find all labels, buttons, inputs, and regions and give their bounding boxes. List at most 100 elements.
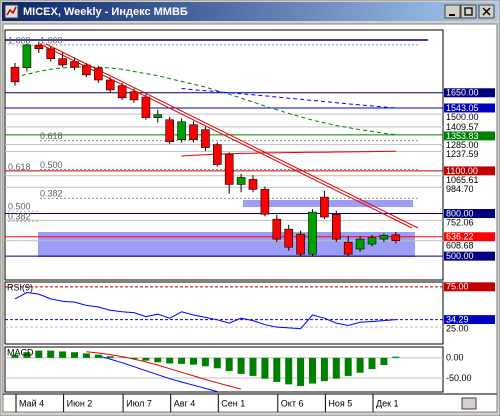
x-tick-label: Ноя 5 <box>328 398 352 408</box>
y-tick-label: 984.70 <box>446 184 474 194</box>
series-line <box>181 88 396 109</box>
y-tick-label: 800.00 <box>446 208 474 218</box>
y-tick-label: 636.22 <box>446 232 474 242</box>
y-tick-label: 500.00 <box>446 251 474 261</box>
macd-panel <box>4 346 444 393</box>
level-label-bg <box>444 373 495 383</box>
histogram-bar <box>142 357 150 361</box>
level-label-bg <box>444 353 495 363</box>
candle-body <box>34 44 44 50</box>
fib-label: 1.000 <box>8 35 31 45</box>
level-label-bg <box>444 112 495 122</box>
x-tick-label: Окт 6 <box>281 398 304 408</box>
level-label-bg <box>444 166 495 176</box>
candle-body <box>236 177 246 185</box>
candle-body <box>201 129 210 148</box>
candle-body <box>355 238 365 250</box>
candle-body <box>177 121 186 140</box>
candle-body <box>189 124 198 140</box>
candle-body <box>153 114 163 118</box>
histogram-bar <box>309 357 316 384</box>
maximize-button[interactable] <box>460 4 477 19</box>
level-label-bg <box>444 103 495 113</box>
histogram-bar <box>320 357 328 382</box>
candle-body <box>284 228 294 248</box>
candle-body <box>248 179 258 190</box>
histogram-bar <box>59 351 67 358</box>
histogram-bar <box>356 357 364 373</box>
y-tick-label: 1237.59 <box>446 149 479 159</box>
level-label-bg <box>444 149 495 159</box>
level-label-bg <box>444 175 495 185</box>
window-buttons[interactable] <box>444 4 495 19</box>
x-tick-label: Сен 1 <box>221 398 245 408</box>
y-tick-label: 0.00 <box>446 353 464 363</box>
level-label-bg <box>444 88 495 98</box>
candle-body <box>260 189 270 215</box>
histogram-bar <box>166 357 174 364</box>
histogram-bar <box>225 357 233 372</box>
histogram-bar <box>35 350 43 358</box>
x-tick-label: Июн 2 <box>67 398 93 408</box>
trend-line <box>45 43 419 229</box>
x-tick-label: Июл 7 <box>126 398 152 408</box>
y-tick-label: 1065.61 <box>446 175 479 185</box>
histogram-bar <box>273 357 281 382</box>
histogram-bar <box>368 357 376 370</box>
candle-body <box>320 196 329 218</box>
series-line <box>14 291 396 330</box>
fib-label: 0.618 <box>8 162 31 172</box>
y-tick-label: 752.06 <box>446 217 474 227</box>
candle-body <box>224 154 234 185</box>
histogram-bar <box>130 357 138 360</box>
level-label-bg <box>444 131 495 141</box>
level-label-bg <box>444 122 495 132</box>
x-tick-label: Май 4 <box>19 398 44 408</box>
histogram-bar <box>332 357 340 379</box>
candle-body <box>331 213 341 240</box>
candle-body <box>58 58 67 66</box>
candle-body <box>367 237 377 245</box>
level-label-bg <box>444 241 495 251</box>
candle-body <box>213 144 222 165</box>
histogram-bar <box>106 356 114 358</box>
y-tick-label: 1409.57 <box>446 122 479 132</box>
fib-label: 0.618 <box>40 131 63 141</box>
y-tick-label: 1650.00 <box>446 88 479 98</box>
fib-label: 0.382 <box>8 212 31 222</box>
level-label-bg <box>444 315 495 325</box>
y-tick-label: 25.00 <box>446 323 469 333</box>
histogram-bar <box>261 357 269 379</box>
histogram-bar <box>285 357 293 385</box>
level-label-bg <box>444 140 495 150</box>
histogram-bar <box>94 354 102 358</box>
candle-body <box>105 79 115 91</box>
candle-body <box>308 211 317 255</box>
level-label-bg <box>444 324 495 334</box>
candle-body <box>141 96 151 118</box>
fib-label: 1.000 <box>40 35 63 45</box>
title-bar <box>2 2 498 21</box>
y-tick-label: -50.00 <box>446 373 472 383</box>
panel-title: MACD <box>7 347 34 357</box>
x-tick-label: Дек 1 <box>376 398 399 408</box>
window-icon-glyph <box>6 6 17 16</box>
candle-body <box>272 218 282 240</box>
histogram-bar <box>23 352 31 358</box>
histogram-bar <box>178 357 186 364</box>
level-label-bg <box>444 218 495 228</box>
window-title: MICEX, Weekly - Индекс ММВБ <box>23 6 188 18</box>
candle-body <box>379 234 389 240</box>
y-tick-label: 34.29 <box>446 314 469 324</box>
level-label-bg <box>444 282 495 292</box>
y-tick-label: 1500.00 <box>446 112 479 122</box>
level-label-bg <box>444 251 495 261</box>
candle-body <box>343 241 353 255</box>
y-tick-label: 608.68 <box>446 241 474 251</box>
histogram-bar <box>297 357 305 386</box>
y-tick-label: 1353.83 <box>446 131 479 141</box>
fib-label: 0.500 <box>40 160 63 170</box>
minimize-button[interactable] <box>444 4 461 19</box>
candle-body <box>82 64 91 76</box>
